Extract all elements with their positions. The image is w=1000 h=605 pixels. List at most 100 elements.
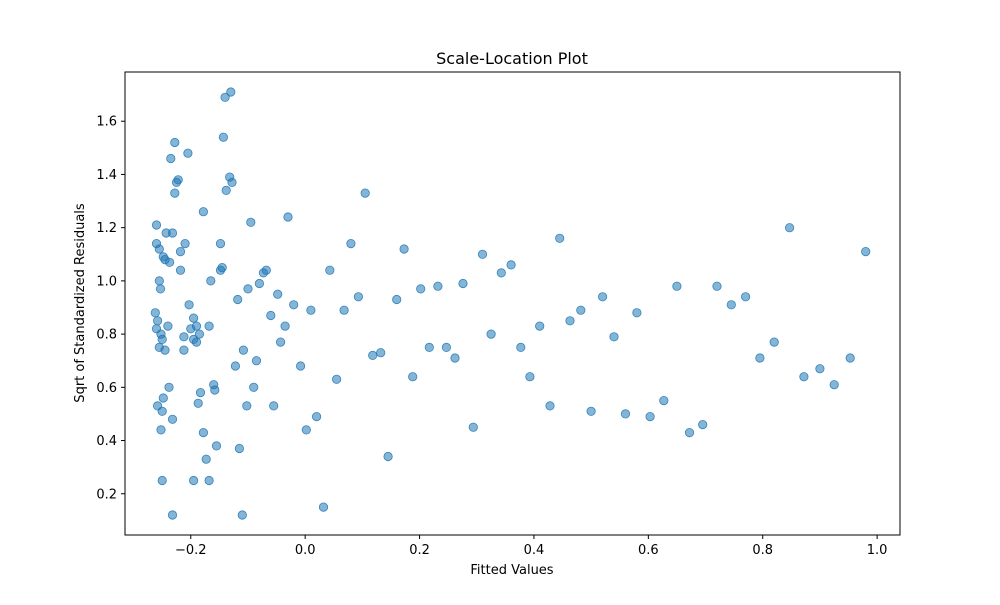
data-point-86 bbox=[301, 425, 311, 435]
data-point-51 bbox=[204, 321, 214, 331]
data-point-22 bbox=[170, 137, 180, 148]
data-point-70 bbox=[242, 401, 252, 411]
data-point-103 bbox=[424, 342, 434, 352]
data-point-57 bbox=[217, 262, 227, 273]
data-point-67 bbox=[234, 443, 244, 454]
y-tick-label: 1.0 bbox=[96, 274, 117, 289]
data-point-72 bbox=[246, 217, 256, 227]
data-point-14 bbox=[158, 393, 168, 403]
data-point-93 bbox=[346, 239, 356, 249]
data-point-91 bbox=[331, 374, 342, 384]
x-tick-label: 0.2 bbox=[409, 543, 430, 558]
data-point-135 bbox=[784, 223, 795, 233]
y-tick-label: 1.4 bbox=[96, 168, 117, 183]
data-point-42 bbox=[194, 329, 204, 339]
data-point-110 bbox=[486, 329, 496, 339]
data-point-130 bbox=[712, 281, 722, 291]
data-point-101 bbox=[408, 372, 418, 382]
data-point-80 bbox=[273, 289, 283, 299]
data-point-139 bbox=[845, 353, 855, 363]
data-point-128 bbox=[684, 427, 695, 438]
data-point-88 bbox=[311, 411, 322, 422]
axes-frame bbox=[124, 71, 901, 536]
data-point-50 bbox=[198, 207, 208, 217]
data-point-66 bbox=[233, 294, 243, 305]
data-point-96 bbox=[368, 350, 378, 360]
data-point-27 bbox=[161, 228, 171, 238]
data-point-16 bbox=[157, 406, 167, 416]
data-point-127 bbox=[672, 281, 682, 291]
data-point-9 bbox=[157, 334, 167, 344]
data-point-32 bbox=[180, 239, 190, 249]
data-point-25 bbox=[170, 188, 180, 198]
data-point-5 bbox=[150, 308, 160, 318]
x-tick-label: −0.2 bbox=[175, 543, 207, 558]
data-point-82 bbox=[280, 321, 290, 331]
data-point-118 bbox=[565, 316, 575, 326]
data-point-109 bbox=[477, 249, 488, 259]
data-point-13 bbox=[164, 382, 174, 392]
data-point-21 bbox=[166, 153, 176, 164]
data-point-95 bbox=[360, 188, 370, 198]
data-point-44 bbox=[195, 387, 206, 398]
data-point-58 bbox=[215, 239, 226, 249]
data-point-46 bbox=[198, 427, 208, 438]
data-point-30 bbox=[165, 257, 175, 267]
x-tick-label: 0.8 bbox=[752, 543, 773, 558]
points-layer bbox=[150, 87, 871, 520]
data-point-81 bbox=[275, 337, 286, 347]
data-point-33 bbox=[175, 265, 186, 275]
data-point-98 bbox=[383, 451, 393, 462]
data-point-3 bbox=[154, 276, 164, 286]
data-point-97 bbox=[376, 348, 386, 358]
data-point-49 bbox=[204, 475, 214, 486]
y-tick-label: 1.2 bbox=[96, 221, 117, 236]
data-point-105 bbox=[441, 342, 451, 352]
data-point-74 bbox=[251, 356, 262, 366]
data-point-104 bbox=[433, 281, 443, 291]
data-point-77 bbox=[261, 265, 271, 275]
data-point-129 bbox=[698, 419, 708, 430]
x-tick-label: 0.0 bbox=[295, 543, 316, 558]
data-point-35 bbox=[184, 300, 194, 310]
data-point-48 bbox=[189, 475, 199, 486]
data-point-108 bbox=[468, 422, 478, 432]
data-point-94 bbox=[353, 292, 363, 302]
data-point-87 bbox=[306, 305, 316, 315]
data-point-89 bbox=[318, 502, 329, 512]
data-point-136 bbox=[799, 372, 809, 382]
chart-title: Scale-Location Plot bbox=[436, 49, 588, 68]
y-tick-label: 0.2 bbox=[96, 487, 117, 502]
data-point-102 bbox=[416, 284, 426, 294]
data-point-34 bbox=[183, 148, 193, 158]
y-tick-label: 0.6 bbox=[96, 381, 117, 396]
data-point-52 bbox=[206, 276, 216, 286]
data-point-63 bbox=[227, 177, 237, 187]
data-point-115 bbox=[535, 321, 545, 331]
data-point-41 bbox=[191, 337, 202, 347]
data-point-92 bbox=[339, 305, 349, 315]
data-point-39 bbox=[179, 332, 189, 342]
data-point-107 bbox=[458, 278, 468, 289]
data-point-0 bbox=[151, 220, 162, 230]
data-point-133 bbox=[755, 353, 765, 363]
data-point-122 bbox=[609, 332, 619, 342]
data-point-38 bbox=[186, 324, 196, 334]
x-tick-label: 0.4 bbox=[524, 543, 545, 558]
data-point-78 bbox=[266, 310, 276, 321]
data-point-4 bbox=[155, 284, 166, 294]
data-point-61 bbox=[226, 87, 236, 97]
data-point-100 bbox=[399, 244, 409, 254]
data-point-120 bbox=[586, 406, 596, 416]
data-point-73 bbox=[249, 382, 259, 392]
data-point-137 bbox=[815, 364, 825, 374]
data-point-85 bbox=[295, 361, 306, 371]
data-point-71 bbox=[243, 284, 253, 294]
y-tick-label: 0.4 bbox=[96, 434, 117, 449]
data-point-119 bbox=[576, 305, 586, 315]
data-point-45 bbox=[193, 398, 203, 408]
x-axis: −0.2 0.0 0.2 0.4 0.6 0.8 1.0 bbox=[175, 535, 887, 558]
data-point-124 bbox=[632, 308, 642, 318]
